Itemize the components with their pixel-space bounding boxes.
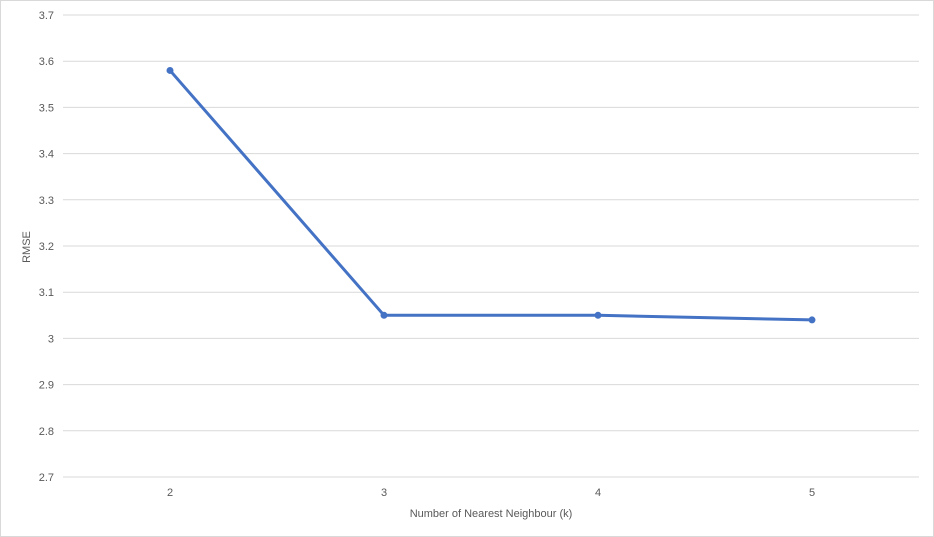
y-tick-label: 3.3 xyxy=(39,195,54,207)
y-tick-label: 3 xyxy=(48,333,54,345)
data-point xyxy=(808,316,816,324)
y-tick-label: 2.9 xyxy=(39,380,54,392)
x-tick-label: 2 xyxy=(167,487,173,499)
data-point xyxy=(594,311,602,319)
data-point xyxy=(166,66,174,74)
y-tick-label: 3.4 xyxy=(39,149,54,161)
x-axis-title: Number of Nearest Neighbour (k) xyxy=(410,508,573,520)
y-tick-label: 3.1 xyxy=(39,287,54,299)
data-point xyxy=(380,311,388,319)
y-axis-ticks: 2.7 2.8 2.9 3 3.1 3.2 3.3 3.4 3.5 3.6 3.7 xyxy=(39,10,54,484)
y-tick-label: 2.7 xyxy=(39,472,54,484)
x-tick-label: 5 xyxy=(809,487,815,499)
series-line xyxy=(168,68,814,322)
y-tick-label: 2.8 xyxy=(39,426,54,438)
x-axis-ticks: 2 3 4 5 xyxy=(167,487,815,499)
x-tick-label: 4 xyxy=(595,487,601,499)
series-layer xyxy=(166,66,816,324)
y-tick-label: 3.7 xyxy=(39,10,54,22)
gridlines xyxy=(63,14,919,478)
y-tick-label: 3.5 xyxy=(39,102,54,114)
x-tick-label: 3 xyxy=(381,487,387,499)
y-axis-title: RMSE xyxy=(21,231,33,263)
y-tick-label: 3.6 xyxy=(39,56,54,68)
y-tick-label: 3.2 xyxy=(39,241,54,253)
